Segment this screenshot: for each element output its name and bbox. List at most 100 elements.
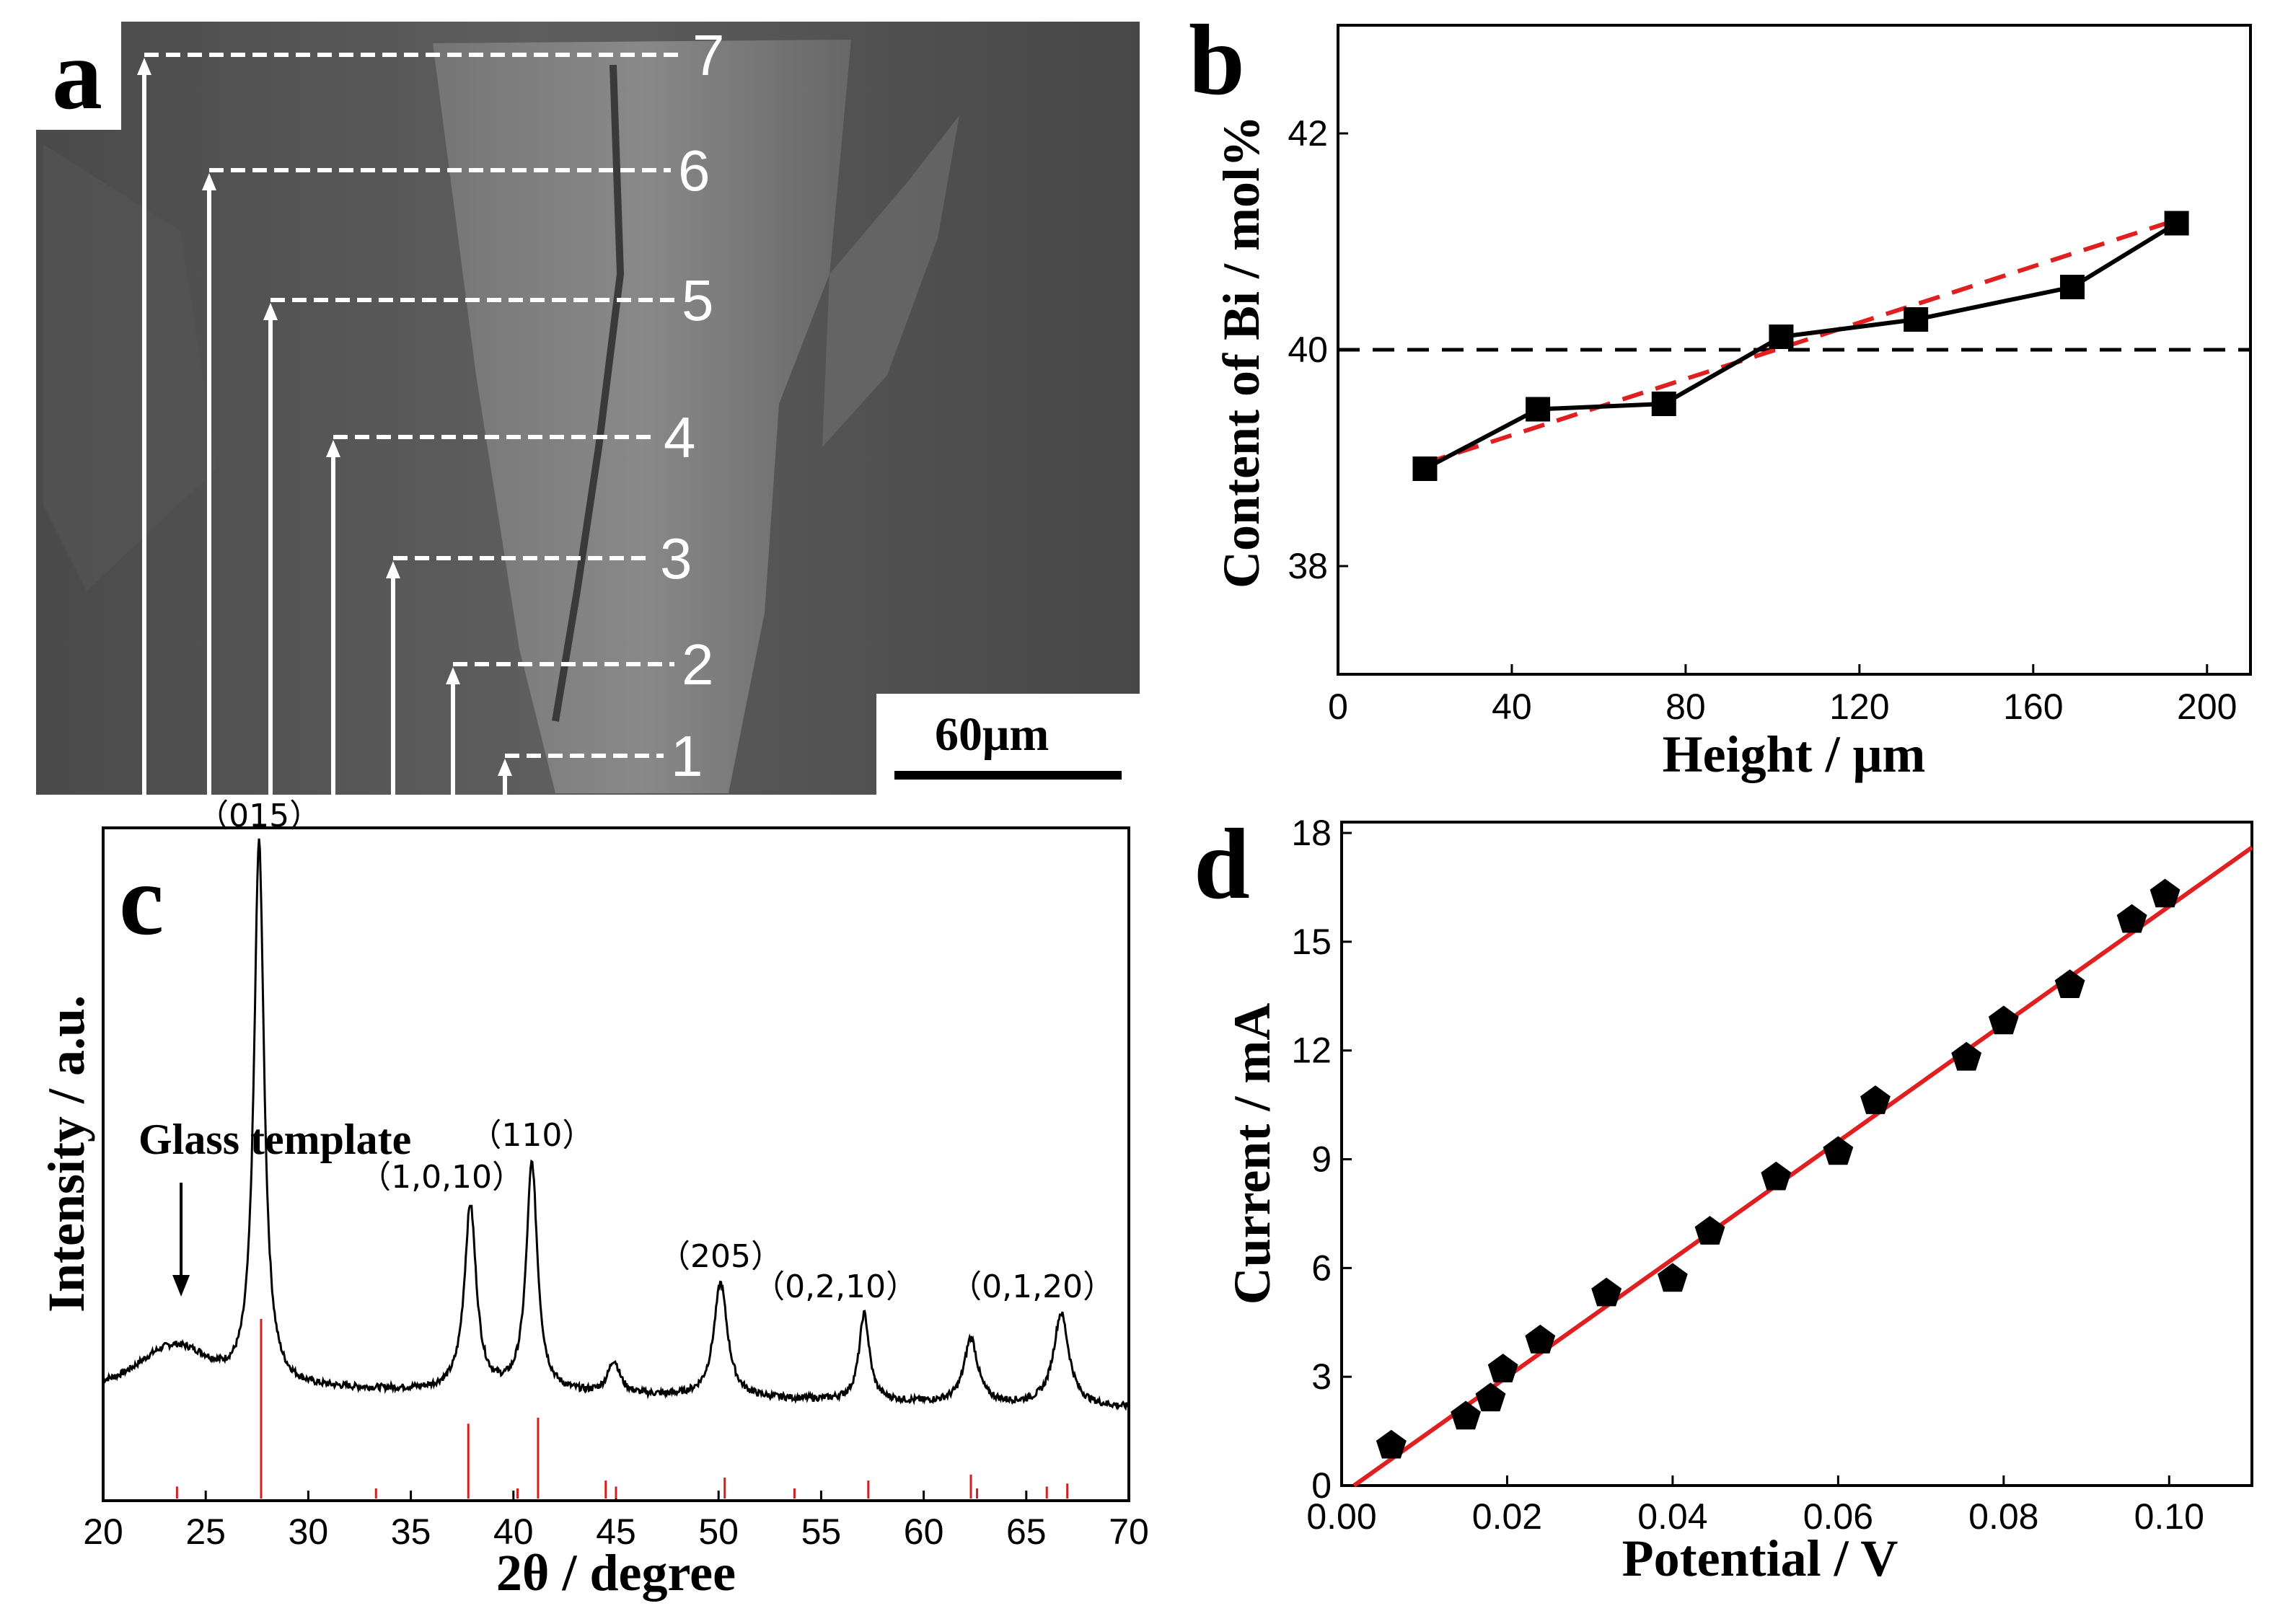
y-tick-label: 9 [1311, 1139, 1332, 1180]
data-point [1761, 1161, 1792, 1191]
data-line [1424, 221, 2178, 471]
x-tick-label: 120 [1829, 687, 1889, 727]
x-tick-label: 0.10 [2134, 1496, 2204, 1537]
data-point [1694, 1216, 1725, 1245]
y-tick-label: 38 [1288, 546, 1328, 586]
y-tick-label: 18 [1291, 813, 1332, 853]
data-point [1860, 1085, 1891, 1114]
sem-column [433, 40, 851, 793]
level-label: 4 [664, 405, 696, 469]
y-tick-label: 12 [1291, 1031, 1332, 1071]
x-tick-label: 0 [1328, 687, 1348, 727]
peak-label: （205） [659, 1238, 783, 1275]
data-point [2060, 275, 2085, 299]
glass-template-arrow-head [172, 1275, 190, 1297]
x-tick-label: 50 [698, 1512, 739, 1552]
glass-template-label: Glass template [138, 1116, 411, 1163]
scale-bar-label: 60μm [935, 708, 1049, 761]
panel-a: a 60μm 1 2 3 4 5 6 7 [36, 19, 1140, 795]
y-tick-label: 40 [1288, 330, 1328, 370]
chart-c-xlabel: 2θ / degree [496, 1544, 736, 1602]
y-tick-label: 42 [1288, 113, 1328, 154]
chart-d-frame [1340, 821, 2253, 1487]
peak-label: （0,1,20） [950, 1268, 1114, 1305]
data-point [1951, 1041, 1982, 1071]
panel-a-letter-box [36, 22, 121, 130]
level-label: 3 [660, 526, 692, 591]
x-tick-label: 35 [391, 1512, 431, 1552]
panel-b: b 0 40 80 120 160 200 38 40 42 Height / μm Conte… [1189, 4, 2252, 783]
x-tick-label: 45 [596, 1512, 636, 1552]
x-tick-label: 40 [1492, 687, 1532, 727]
peak-label: （0,2,10） [753, 1268, 918, 1305]
level-label: 7 [692, 23, 725, 87]
x-tick-label: 40 [493, 1512, 534, 1552]
chart-d-xlabel: Potential / V [1622, 1530, 1898, 1587]
x-tick-label: 0.00 [1306, 1496, 1376, 1537]
chart-b-ylabel: Content of Bi / mol% [1213, 115, 1270, 588]
data-point [2149, 878, 2181, 908]
peak-label: （015） [197, 798, 321, 834]
chart-b-plot: 0 40 80 120 160 200 38 40 42 [1288, 113, 2250, 727]
x-tick-label: 55 [801, 1512, 842, 1552]
data-point [1526, 397, 1551, 422]
x-tick-label: 0.04 [1637, 1496, 1707, 1537]
chart-d-ylabel: Current / mA [1223, 1003, 1281, 1305]
data-point [1487, 1354, 1518, 1382]
panel-c: c 20 25 30 35 40 45 50 55 60 65 70 （015） （1,0,10） （11… [38, 798, 1149, 1602]
sem-flake-left [43, 144, 216, 591]
y-tick-label: 6 [1311, 1248, 1332, 1288]
data-point [1376, 1429, 1407, 1459]
x-tick-label: 0.08 [1968, 1496, 2038, 1537]
panel-c-letter: c [119, 844, 164, 956]
y-tick-label: 0 [1311, 1465, 1332, 1506]
x-tick-label: 30 [289, 1512, 329, 1552]
x-tick-label: 70 [1109, 1512, 1149, 1552]
y-tick-label: 15 [1291, 922, 1332, 962]
data-point [1904, 307, 1929, 332]
data-point [1591, 1277, 1622, 1307]
x-tick-label: 20 [83, 1512, 123, 1552]
sem-flake [822, 115, 959, 447]
fit-line [1424, 218, 2178, 466]
data-point [1769, 325, 1794, 349]
level-arrow-head [446, 667, 460, 684]
x-tick-label: 60 [904, 1512, 944, 1552]
x-tick-label: 25 [185, 1512, 226, 1552]
chart-d-plot: 0.00 0.02 0.04 0.06 0.08 0.10 0 3 6 9 12 15 18 [1291, 813, 2253, 1537]
data-point [1658, 1263, 1688, 1292]
panel-d: d 0.00 0.02 0.04 0.06 0.08 0.10 0 3 6 9 12 15 18 Pot… [1194, 808, 2253, 1587]
data-point [2054, 969, 2085, 998]
sem-crack [552, 64, 625, 722]
peak-label: （1,0,10） [359, 1159, 524, 1196]
x-tick-label: 160 [2003, 687, 2063, 727]
level-label: 2 [682, 632, 714, 697]
level-arrow-head [202, 173, 216, 190]
x-tick-label: 0.02 [1472, 1496, 1542, 1537]
x-tick-label: 65 [1006, 1512, 1047, 1552]
peak-label: （110） [470, 1117, 594, 1154]
data-point [1451, 1400, 1481, 1430]
x-tick-label: 200 [2177, 687, 2237, 727]
level-arrow-head [137, 58, 151, 75]
data-point [1988, 1005, 2019, 1035]
panel-b-letter: b [1189, 4, 1245, 116]
level-arrow-head [498, 759, 512, 776]
y-tick-label: 3 [1311, 1356, 1332, 1397]
level-arrow-head [386, 561, 400, 578]
panel-d-letter: d [1194, 808, 1250, 920]
level-arrow-head [326, 440, 340, 457]
height-levels: 1 2 3 4 5 6 7 [137, 23, 725, 795]
level-label: 5 [682, 268, 714, 332]
x-tick-label: 0.06 [1803, 1496, 1873, 1537]
data-point [1412, 456, 1438, 481]
data-point [1525, 1324, 1556, 1354]
data-point [1475, 1382, 1506, 1412]
chart-c-plot: 20 25 30 35 40 45 50 55 60 65 70 （015） （1,0,10） （110）… [83, 798, 1149, 1552]
xrd-pattern [102, 838, 1130, 1411]
level-label: 6 [678, 138, 710, 203]
level-label: 1 [671, 724, 703, 788]
data-point [1651, 392, 1676, 416]
panel-a-letter: a [52, 19, 102, 131]
